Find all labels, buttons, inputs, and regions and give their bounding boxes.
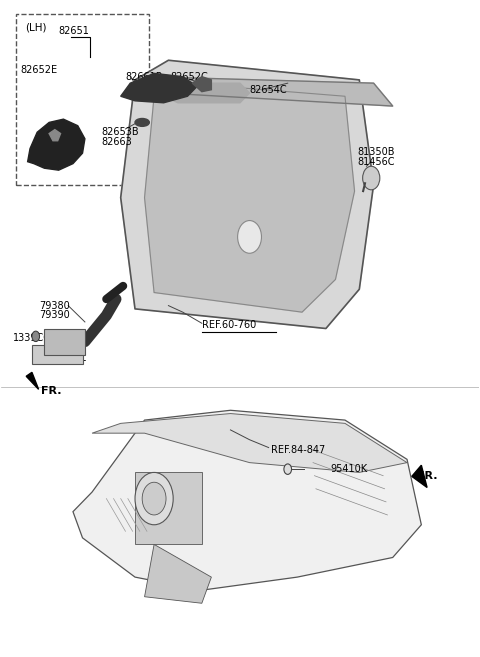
Text: 82652C: 82652C xyxy=(171,72,208,81)
Circle shape xyxy=(284,464,291,474)
Text: REF.84-847: REF.84-847 xyxy=(271,445,325,455)
Text: 82661R: 82661R xyxy=(125,72,163,81)
Text: 1339CC: 1339CC xyxy=(13,333,51,344)
Text: 95410K: 95410K xyxy=(331,464,368,474)
Text: 82651: 82651 xyxy=(59,26,90,36)
Text: 79380: 79380 xyxy=(39,301,70,311)
Circle shape xyxy=(32,331,39,342)
Text: 82653B: 82653B xyxy=(102,127,139,137)
Circle shape xyxy=(135,472,173,525)
Circle shape xyxy=(363,166,380,190)
Polygon shape xyxy=(144,83,355,312)
Polygon shape xyxy=(28,119,85,170)
Polygon shape xyxy=(92,413,407,472)
Polygon shape xyxy=(144,545,211,603)
Text: (LH): (LH) xyxy=(25,22,47,32)
Polygon shape xyxy=(49,129,60,141)
Text: REF.60-760: REF.60-760 xyxy=(202,320,256,330)
Text: FR.: FR. xyxy=(417,470,437,481)
Text: 81350B: 81350B xyxy=(357,147,395,157)
Circle shape xyxy=(238,221,262,253)
Polygon shape xyxy=(412,465,427,487)
Polygon shape xyxy=(120,60,373,329)
Text: 81456C: 81456C xyxy=(357,156,395,167)
Polygon shape xyxy=(164,83,250,102)
Polygon shape xyxy=(120,74,197,102)
FancyBboxPatch shape xyxy=(16,14,149,185)
Text: 82663: 82663 xyxy=(102,137,132,147)
Polygon shape xyxy=(44,328,85,355)
Text: 82652E: 82652E xyxy=(21,65,58,75)
Polygon shape xyxy=(192,77,211,92)
Text: 79390: 79390 xyxy=(39,310,70,321)
Polygon shape xyxy=(33,345,83,365)
Polygon shape xyxy=(26,373,38,390)
Text: 82654C: 82654C xyxy=(250,85,287,95)
Text: FR.: FR. xyxy=(40,386,61,396)
Polygon shape xyxy=(135,472,202,545)
Polygon shape xyxy=(73,410,421,590)
Ellipse shape xyxy=(135,118,149,126)
Polygon shape xyxy=(144,77,393,106)
Circle shape xyxy=(142,482,166,515)
Text: 1125DL: 1125DL xyxy=(49,353,87,363)
